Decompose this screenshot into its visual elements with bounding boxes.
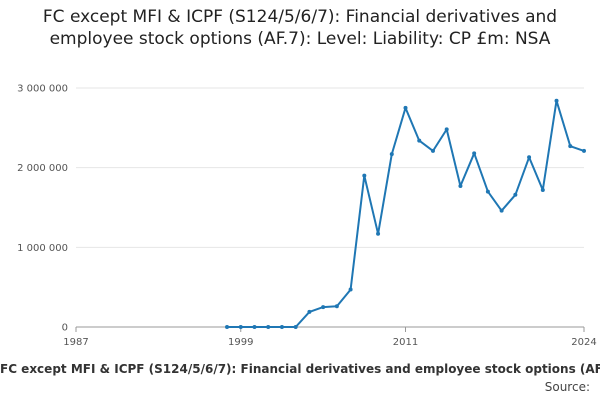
data-point[interactable] bbox=[403, 105, 408, 110]
data-point[interactable] bbox=[362, 173, 367, 178]
y-tick-label: 3 000 000 bbox=[17, 84, 68, 95]
x-tick-label: 2024 bbox=[571, 337, 596, 348]
x-tick-label: 2011 bbox=[393, 337, 418, 348]
data-point[interactable] bbox=[554, 98, 559, 103]
data-point[interactable] bbox=[266, 325, 271, 329]
legend-entry[interactable]: FC except MFI & ICPF (S124/5/6/7): Finan… bbox=[0, 362, 600, 376]
data-point[interactable] bbox=[279, 325, 284, 329]
gridlines bbox=[76, 87, 584, 328]
x-tick-label: 1987 bbox=[63, 337, 88, 348]
data-point[interactable] bbox=[527, 155, 532, 160]
data-point[interactable] bbox=[513, 192, 518, 197]
data-point[interactable] bbox=[321, 305, 326, 310]
data-point[interactable] bbox=[430, 148, 435, 153]
data-point[interactable] bbox=[389, 152, 394, 157]
data-point[interactable] bbox=[417, 138, 422, 143]
data-point[interactable] bbox=[307, 309, 312, 314]
y-tick-label: 1 000 000 bbox=[17, 243, 68, 254]
data-point[interactable] bbox=[238, 325, 243, 329]
data-point[interactable] bbox=[472, 151, 477, 156]
data-point[interactable] bbox=[458, 183, 463, 188]
data-point[interactable] bbox=[444, 127, 449, 132]
data-point[interactable] bbox=[334, 304, 339, 309]
y-tick-label: 2 000 000 bbox=[17, 163, 68, 174]
source-label: Source: bbox=[544, 380, 590, 394]
data-point[interactable] bbox=[376, 231, 381, 236]
data-point[interactable] bbox=[485, 189, 490, 194]
data-point[interactable] bbox=[582, 148, 586, 153]
y-tick-label: 0 bbox=[62, 323, 68, 334]
axes: 0 1 000 000 2 000 000 3 000 000 1987 1999 2011… bbox=[17, 84, 597, 349]
series-line bbox=[227, 99, 585, 328]
data-point[interactable] bbox=[252, 325, 257, 329]
data-point[interactable] bbox=[540, 187, 545, 192]
data-point[interactable] bbox=[568, 144, 573, 149]
data-point[interactable] bbox=[225, 325, 230, 329]
chart-title: FC except MFI & ICPF (S124/5/6/7): Finan… bbox=[42, 7, 558, 49]
series-layer bbox=[225, 98, 586, 329]
data-point[interactable] bbox=[499, 208, 504, 213]
data-point[interactable] bbox=[348, 287, 353, 292]
x-tick-label: 1999 bbox=[228, 337, 253, 348]
data-point[interactable] bbox=[293, 325, 298, 329]
